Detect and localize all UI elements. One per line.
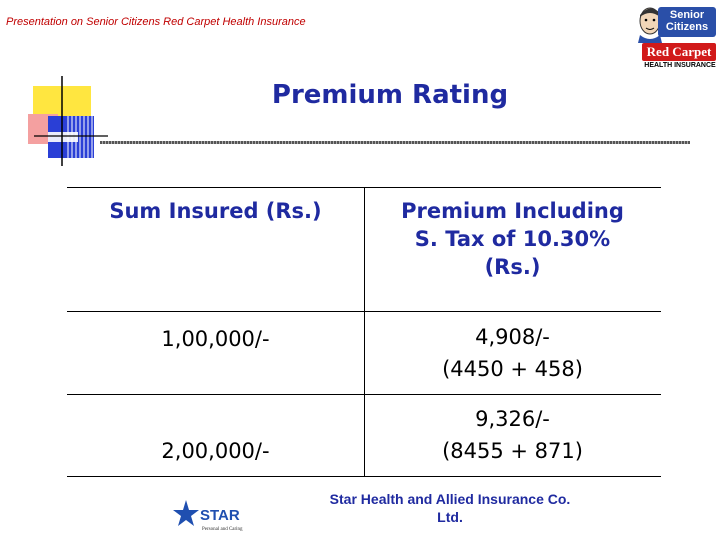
header-text: Presentation on Senior Citizens Red Carp… — [6, 16, 306, 28]
decorative-squares-icon — [28, 76, 108, 166]
footer-company: Star Health and Allied Insurance Co. Ltd… — [290, 490, 610, 526]
page-title: Premium Rating — [271, 80, 509, 110]
premium-table: Sum Insured (Rs.) Premium Including S. T… — [67, 187, 661, 477]
logo-tagline: HEALTH INSURANCE — [644, 62, 716, 69]
table-column-divider — [364, 187, 365, 477]
row2-premium-value: 9,326/- — [475, 407, 550, 431]
star-logo-tagline: Personal and Caring — [202, 527, 243, 532]
row2-premium: 9,326/- (8455 + 871) — [364, 403, 661, 467]
red-carpet-logo: Senior Citizens Red Carpet HEALTH INSURA… — [636, 3, 720, 71]
row2-premium-breakdown: (8455 + 871) — [442, 439, 583, 463]
header-premium: Premium Including S. Tax of 10.30% (Rs.) — [364, 197, 661, 281]
footer-company-line1: Star Health and Allied Insurance Co. — [329, 491, 571, 507]
logo-line2: Citizens — [665, 21, 709, 33]
star-logo-text: STAR — [200, 507, 240, 524]
star-logo-icon: STAR Personal and Caring — [172, 494, 256, 538]
title-divider — [100, 141, 690, 144]
row1-premium: 4,908/- (4450 + 458) — [364, 321, 661, 385]
logo-senior-citizens: Senior Citizens — [658, 7, 716, 37]
header-sum-insured: Sum Insured (Rs.) — [109, 199, 322, 223]
row1-premium-breakdown: (4450 + 458) — [442, 357, 583, 381]
header-premium-line1: Premium Including — [401, 199, 624, 223]
logo-red-carpet-banner: Red Carpet — [642, 43, 716, 61]
footer-company-line2: Ltd. — [437, 509, 463, 525]
logo-line1: Senior — [669, 9, 705, 21]
row2-sum: 2,00,000/- — [161, 439, 270, 463]
header-premium-line2: S. Tax of 10.30% — [414, 227, 611, 251]
row1-premium-value: 4,908/- — [475, 325, 550, 349]
header-premium-line3: (Rs.) — [484, 255, 541, 279]
row1-sum: 1,00,000/- — [161, 327, 270, 351]
